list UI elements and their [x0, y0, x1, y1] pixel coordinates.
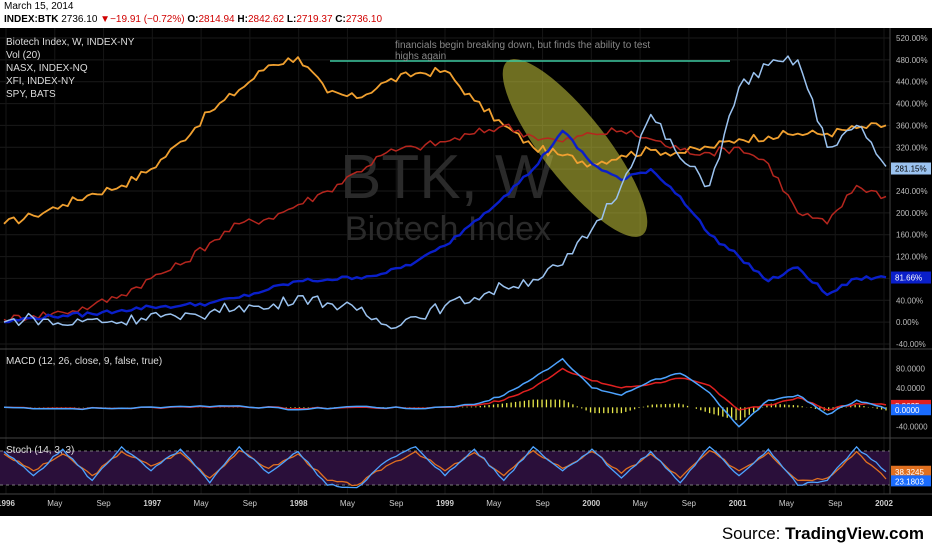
- macd-value-badge: [891, 404, 931, 416]
- main-y-tick-label: 320.00%: [896, 143, 928, 152]
- stoch-value-label: 23.1803: [895, 477, 924, 486]
- last-value-label-btk: 281.15%: [895, 165, 927, 174]
- x-tick-label: Sep: [682, 499, 697, 508]
- x-tick-label: 1998: [290, 499, 308, 508]
- x-tick-label: May: [633, 499, 648, 508]
- stoch-value-badge: [891, 475, 931, 487]
- chart-background: [0, 28, 932, 516]
- stoch-value-label: 38.3245: [895, 468, 924, 477]
- stoch-d-line: [3, 449, 887, 487]
- last-price: 2736.10: [61, 14, 98, 25]
- last-value-label-nasx: 81.66%: [895, 274, 922, 283]
- legend-vol: Vol (20): [6, 50, 40, 61]
- main-y-tick-label: -40.00%: [896, 340, 926, 349]
- low-value: 2719.37: [296, 14, 333, 25]
- x-tick-label: Sep: [96, 499, 111, 508]
- macd-line: [3, 357, 887, 428]
- x-tick-label: May: [194, 499, 209, 508]
- x-tick-label: Sep: [535, 499, 550, 508]
- last-value-badge-nasx: [891, 271, 931, 284]
- legend-spy: SPY, BATS: [6, 89, 56, 100]
- series-line-xfi: [3, 123, 887, 323]
- x-tick-label: Sep: [243, 499, 258, 508]
- x-tick-label: 1999: [436, 499, 454, 508]
- highlight-ellipse: [502, 59, 648, 237]
- price-change: −19.91 (−0.72%): [110, 14, 185, 25]
- watermark-symbol: BTK, W: [340, 143, 554, 212]
- main-y-tick-label: 0.00%: [896, 318, 919, 327]
- main-y-tick-label: 360.00%: [896, 121, 928, 130]
- x-tick-label: 2001: [729, 499, 747, 508]
- main-series-group: [3, 55, 887, 330]
- symbol-label[interactable]: INDEX:BTK: [4, 14, 59, 25]
- main-y-tick-label: 240.00%: [896, 187, 928, 196]
- down-arrow-icon: ▼: [100, 14, 111, 25]
- x-tick-label: Sep: [389, 499, 404, 508]
- macd-label: MACD (12, 26, close, 9, false, true): [6, 356, 162, 367]
- x-tick-label: May: [340, 499, 355, 508]
- open-value: 2814.94: [198, 14, 235, 25]
- quote-line: INDEX:BTK 2736.10 ▼−19.91 (−0.72%) O:281…: [4, 14, 382, 25]
- macd-panel[interactable]: MACD (12, 26, close, 9, false, true) 80.…: [3, 356, 931, 432]
- x-axis: 1996 May Sep 1997 May Sep 1998 May Sep 1999 May Sep…: [0, 499, 893, 508]
- chart-date: March 15, 2014: [4, 1, 74, 12]
- series-line-btk: [3, 55, 887, 330]
- main-y-tick-label: 40.00%: [896, 296, 923, 305]
- main-y-tick-label: 480.00%: [896, 56, 928, 65]
- macd-y-tick-label: -40.0000: [896, 423, 928, 432]
- macd-y-tick-label: 80.0000: [896, 365, 925, 374]
- macd-series-group: [3, 357, 887, 428]
- stoch-value-badge: [891, 465, 931, 477]
- legend: Biotech Index, W, INDEX-NY Vol (20) NASX…: [6, 37, 135, 100]
- main-y-tick-label: 160.00%: [896, 231, 928, 240]
- chart-canvas[interactable]: BTK, W Biotech Index financials begin br…: [0, 28, 932, 516]
- x-tick-label: May: [486, 499, 501, 508]
- legend-main: Biotech Index, W, INDEX-NY: [6, 37, 135, 48]
- high-label: H:: [237, 14, 248, 25]
- main-y-tick-label: 520.00%: [896, 34, 928, 43]
- legend-xfi: XFI, INDEX-NY: [6, 76, 75, 87]
- series-line-spy: [3, 56, 887, 225]
- x-tick-label: 1996: [0, 499, 15, 508]
- stoch-series-group: [3, 445, 887, 489]
- chart-header: March 15, 2014 INDEX:BTK 2736.10 ▼−19.91…: [0, 0, 932, 28]
- close-value: 2736.10: [345, 14, 383, 25]
- stoch-k-line: [3, 445, 887, 489]
- main-price-panel[interactable]: BTK, W Biotech Index financials begin br…: [0, 28, 931, 494]
- main-y-axis: 520.00% 480.00% 440.00% 400.00% 360.00% 320.0…: [891, 34, 931, 349]
- x-tick-label: Sep: [828, 499, 843, 508]
- annotation-line-1: financials begin breaking down, but find…: [395, 40, 650, 51]
- source-prefix: Source:: [721, 524, 786, 543]
- main-y-tick-label: 120.00%: [896, 253, 928, 262]
- high-value: 2842.62: [247, 14, 285, 25]
- x-tick-label: 2002: [875, 499, 893, 508]
- x-tick-label: May: [47, 499, 62, 508]
- watermark-name: Biotech Index: [345, 210, 551, 248]
- x-tick-label: 1997: [143, 499, 161, 508]
- main-y-tick-label: 440.00%: [896, 78, 928, 87]
- open-label: O:: [187, 14, 199, 25]
- x-tick-label: May: [779, 499, 794, 508]
- annotation-line-2: highs again: [395, 51, 446, 62]
- main-y-tick-label: 400.00%: [896, 100, 928, 109]
- source-brand[interactable]: TradingView.com: [785, 524, 924, 543]
- main-y-tick-label: 200.00%: [896, 209, 928, 218]
- x-tick-label: 2000: [582, 499, 600, 508]
- series-line-nasx: [3, 129, 887, 324]
- last-value-badge-btk: [891, 162, 931, 175]
- low-label: L:: [286, 14, 297, 25]
- stoch-label: Stoch (14, 3, 3): [6, 445, 74, 456]
- macd-y-tick-label: 40.0000: [896, 384, 925, 393]
- source-credit: Source: TradingView.com: [722, 524, 924, 544]
- legend-nasx: NASX, INDEX-NQ: [6, 63, 88, 74]
- close-label: C:: [335, 14, 346, 25]
- macd-value-label: 0.0000: [895, 406, 920, 415]
